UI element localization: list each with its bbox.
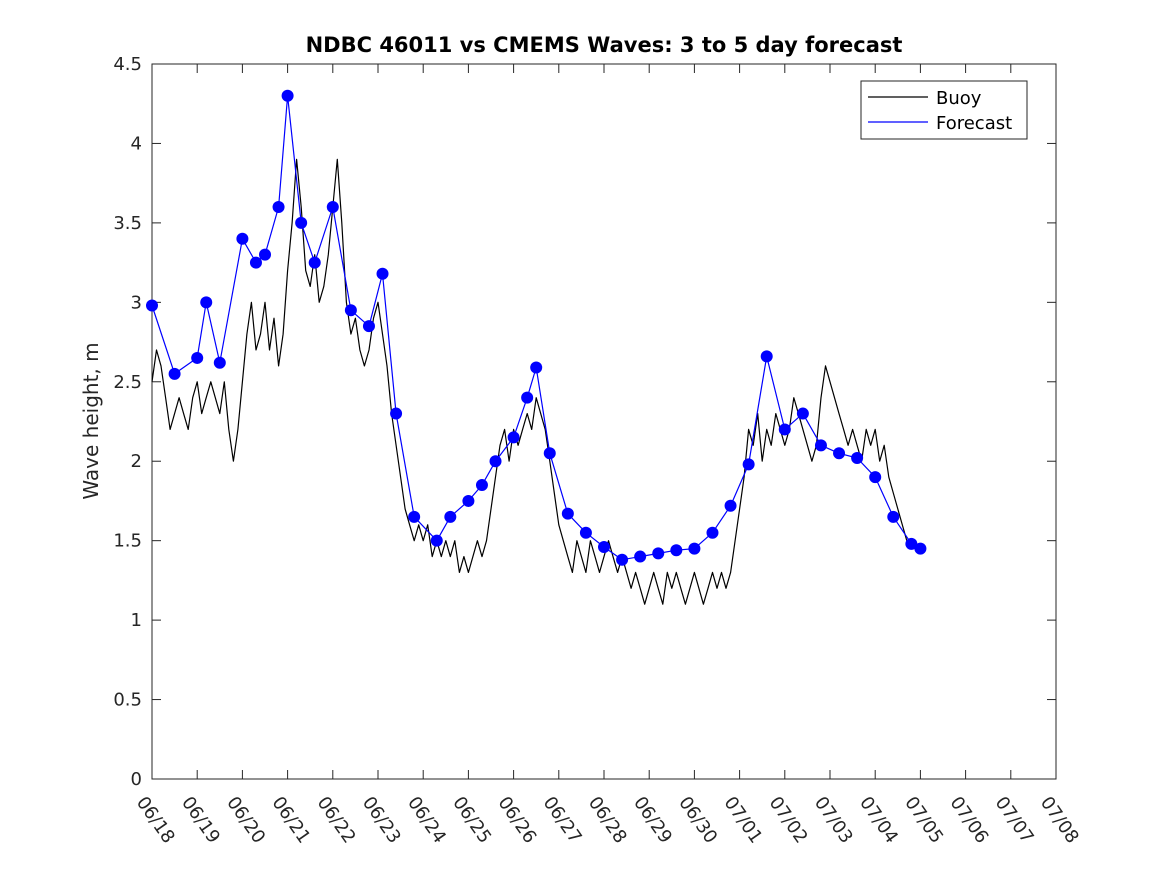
y-tick-label: 4 (131, 133, 142, 154)
forecast-point (462, 494, 475, 507)
y-tick-label: 1.5 (113, 531, 142, 552)
forecast-point (236, 232, 249, 245)
forecast-point (146, 299, 158, 312)
legend: Buoy Forecast (860, 80, 1028, 140)
y-tick-label: 3 (131, 292, 142, 313)
forecast-point (914, 542, 927, 555)
forecast-point (724, 499, 737, 512)
forecast-point (390, 407, 403, 420)
forecast-point (530, 361, 543, 374)
forecast-point (200, 296, 213, 309)
forecast-point (905, 537, 918, 550)
forecast-point (430, 534, 443, 547)
forecast-point (507, 431, 520, 444)
forecast-point (475, 479, 488, 492)
forecast-point (634, 550, 647, 563)
forecast-point (616, 553, 629, 566)
forecast-point (851, 452, 864, 465)
y-axis-label: Wave height, m (79, 342, 103, 499)
forecast-point (706, 526, 719, 539)
series-line-buoy (151, 158, 921, 605)
forecast-point (543, 447, 556, 460)
forecast-point (688, 542, 701, 555)
forecast-point (561, 507, 574, 520)
forecast-point (344, 304, 357, 317)
forecast-point (579, 526, 592, 539)
forecast-point (281, 89, 294, 102)
forecast-point (652, 547, 665, 560)
forecast-point (376, 267, 389, 280)
forecast-point (869, 471, 882, 484)
forecast-point (213, 356, 226, 369)
forecast-point (742, 458, 755, 471)
y-tick-label: 3.5 (113, 213, 142, 234)
forecast-point (191, 351, 204, 364)
chart-title: NDBC 46011 vs CMEMS Waves: 3 to 5 day fo… (306, 33, 903, 57)
forecast-point (796, 407, 809, 420)
legend-forecast-label: Forecast (936, 113, 1012, 134)
forecast-point (168, 367, 181, 380)
y-tick-label: 0 (131, 769, 142, 790)
y-tick-label: 0.5 (113, 690, 142, 711)
forecast-point (249, 256, 262, 269)
forecast-point (598, 541, 610, 554)
y-tick-label: 2.5 (113, 372, 142, 393)
y-tick-label: 2 (131, 451, 142, 472)
forecast-point (295, 216, 308, 229)
forecast-point (308, 256, 321, 269)
forecast-point (814, 439, 827, 452)
forecast-point (760, 350, 773, 363)
forecast-point (444, 510, 457, 523)
y-tick-label: 4.5 (113, 54, 142, 75)
forecast-point (408, 510, 421, 523)
forecast-point (670, 544, 683, 557)
forecast-point (259, 248, 271, 261)
legend-box (860, 80, 1028, 140)
forecast-point (489, 455, 502, 468)
y-tick-label: 1 (131, 610, 142, 631)
forecast-point (887, 510, 900, 523)
forecast-point (326, 201, 339, 213)
forecast-point (362, 320, 375, 333)
legend-buoy-label: Buoy (936, 88, 982, 109)
forecast-point (778, 423, 791, 436)
forecast-point (833, 447, 846, 460)
forecast-point (521, 391, 534, 404)
forecast-point (272, 201, 285, 213)
